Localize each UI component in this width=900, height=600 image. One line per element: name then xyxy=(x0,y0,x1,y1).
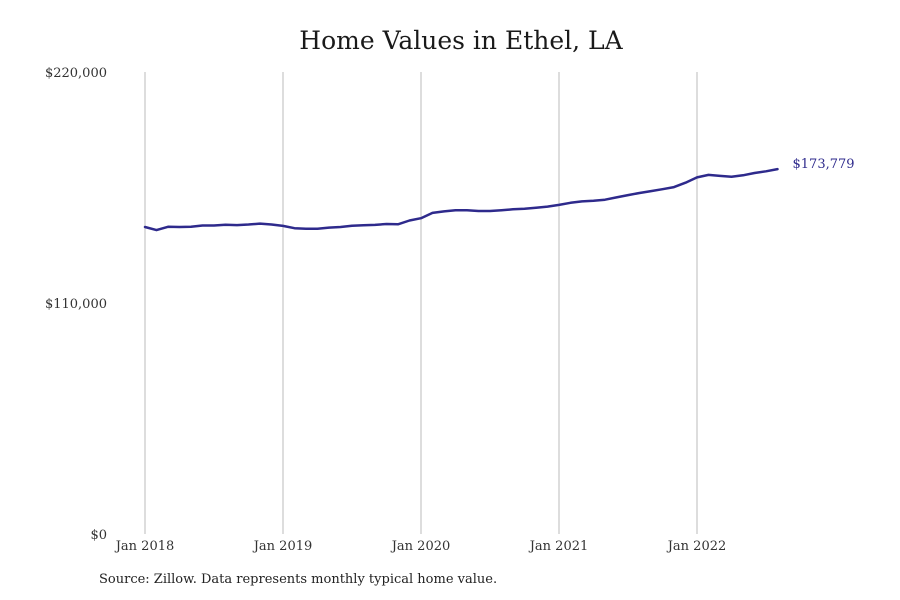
gridlines xyxy=(144,72,698,534)
x-tick-label: Jan 2019 xyxy=(252,539,313,554)
x-tick-label: Jan 2020 xyxy=(390,539,451,554)
x-tick-label: Jan 2021 xyxy=(528,539,589,554)
series-line xyxy=(143,167,779,232)
y-tick-label: $220,000 xyxy=(45,66,107,81)
x-axis: Jan 2018 Jan 2019 Jan 2020 Jan 2021 Jan 2022 xyxy=(114,539,727,554)
end-value-label: $173,779 xyxy=(793,157,855,172)
y-tick-label: $0 xyxy=(90,528,107,543)
y-axis: $220,000 $110,000 $0 xyxy=(45,66,107,543)
x-tick-label: Jan 2022 xyxy=(666,539,727,554)
chart-title: Home Values in Ethel, LA xyxy=(299,26,623,55)
source-note: Source: Zillow. Data represents monthly … xyxy=(99,572,498,587)
y-tick-label: $110,000 xyxy=(45,297,107,312)
series-group xyxy=(143,167,779,232)
data-labels: $173,779 xyxy=(793,157,855,172)
x-tick-label: Jan 2018 xyxy=(114,539,175,554)
